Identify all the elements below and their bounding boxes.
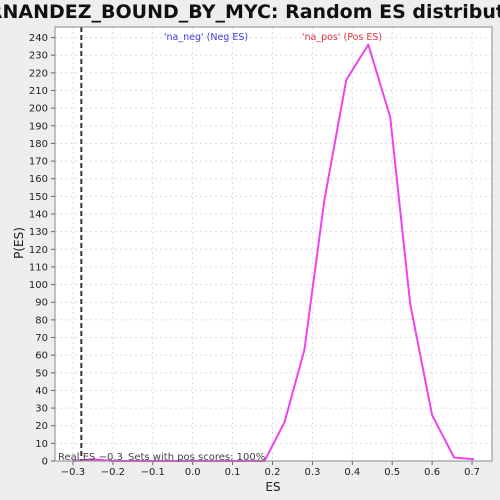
y-tick-label: 180 [29, 139, 48, 150]
plot-border [54, 26, 493, 462]
y-tick-label: 160 [29, 174, 48, 185]
y-tick-label: 60 [35, 351, 48, 362]
y-tick-label: 170 [29, 157, 48, 168]
plot-area [55, 27, 492, 461]
x-tick-label: −0.3 [61, 467, 85, 478]
grid [55, 27, 492, 462]
y-tick-label: 210 [29, 86, 48, 97]
y-tick-label: 220 [29, 68, 48, 79]
y-tick-label: 100 [29, 280, 48, 291]
y-tick-label: 80 [35, 315, 48, 326]
y-tick-label: 120 [29, 245, 48, 256]
y-tick-label: 190 [29, 121, 48, 132]
x-tick-label: 0.4 [344, 467, 360, 478]
x-tick-label: 0.3 [304, 467, 320, 478]
y-tick-label: 30 [35, 404, 48, 415]
y-tick-label: 150 [29, 192, 48, 203]
y-tick-label: 110 [29, 262, 48, 273]
legend-neg-es: 'na_neg' (Neg ES) [164, 32, 248, 43]
legend-pos-es: 'na_pos' (Pos ES) [302, 32, 382, 43]
x-tick-label: 0.6 [424, 467, 440, 478]
y-tick-label: 10 [35, 439, 48, 450]
x-tick-label: −0.2 [101, 467, 125, 478]
y-tick-label: 70 [35, 333, 48, 344]
y-tick-label: 40 [35, 386, 48, 397]
x-tick-label: 0.5 [384, 467, 400, 478]
y-axis-label: P(ES) [12, 227, 26, 259]
axis-ticks: 0 10 20 30 40 50 60 70 80 90 100 110 120 130 140 150 160… [29, 33, 480, 478]
x-tick-label: 0.7 [464, 467, 480, 478]
x-tick-label: 0.2 [265, 467, 281, 478]
y-tick-label: 90 [35, 298, 48, 309]
y-tick-label: 240 [29, 33, 48, 44]
x-axis-label: ES [265, 480, 280, 494]
y-tick-label: 130 [29, 227, 48, 238]
y-tick-label: 20 [35, 421, 48, 432]
x-tick-label: 0.1 [225, 467, 241, 478]
y-tick-label: 200 [29, 104, 48, 115]
sets-pos-scores-label: Sets with pos scores: 100% [128, 452, 265, 463]
y-tick-label: 140 [29, 210, 48, 221]
y-tick-label: 0 [42, 457, 48, 468]
x-tick-label: −0.1 [141, 467, 165, 478]
x-tick-label: 0.0 [185, 467, 201, 478]
y-tick-label: 50 [35, 368, 48, 379]
chart-title: FERNANDEZ_BOUND_BY_MYC: Random ES distri… [0, 1, 500, 23]
y-tick-label: 230 [29, 51, 48, 62]
real-es-label: Real ES −0.3 [58, 452, 123, 463]
